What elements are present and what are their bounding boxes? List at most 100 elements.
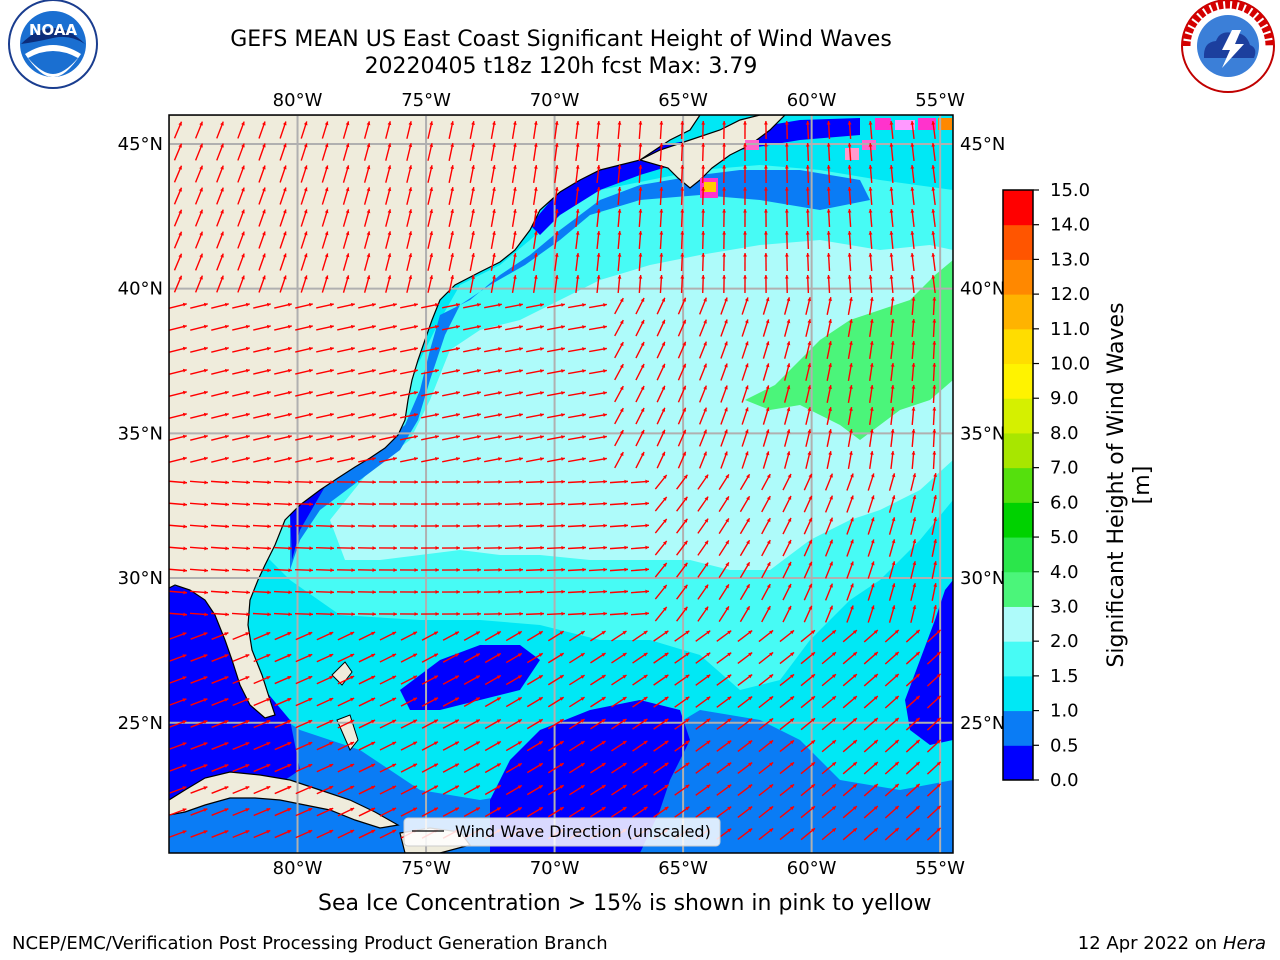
wave-arrow xyxy=(926,695,942,709)
wave-arrow xyxy=(889,164,894,184)
wave-arrow xyxy=(611,630,627,642)
wave-arrow xyxy=(739,517,751,535)
wave-arrow xyxy=(169,720,187,728)
wave-arrow xyxy=(659,274,664,294)
wave-arrow xyxy=(596,252,601,272)
lat-label-left: 30°N xyxy=(118,568,163,589)
wave-arrow xyxy=(385,187,392,205)
wave-arrow xyxy=(406,187,413,205)
wave-arrow xyxy=(463,631,481,641)
wave-arrow xyxy=(274,302,292,309)
credit-line: NCEP/EMC/Verification Post Processing Pr… xyxy=(12,933,608,954)
wave-arrow xyxy=(611,674,627,686)
wave-arrow xyxy=(826,451,832,469)
wave-arrow xyxy=(442,347,460,353)
wave-arrow xyxy=(784,230,789,250)
wave-arrow xyxy=(826,142,831,162)
wave-arrow xyxy=(421,457,439,463)
wave-arrow xyxy=(697,540,709,556)
wave-arrow xyxy=(357,612,377,617)
wave-arrow xyxy=(782,539,792,557)
wave-arrow xyxy=(379,807,397,817)
wave-arrow xyxy=(442,325,460,331)
wave-arrow xyxy=(253,807,271,817)
wave-arrow xyxy=(611,740,627,752)
wave-arrow xyxy=(321,143,329,161)
wave-arrow xyxy=(337,697,355,707)
wave-arrow xyxy=(295,368,313,375)
wave-arrow xyxy=(863,695,879,709)
wave-arrow xyxy=(659,252,664,272)
wave-arrow xyxy=(821,783,837,797)
wave-arrow xyxy=(469,231,475,249)
sea-ice-note: Sea Ice Concentration > 15% is shown in … xyxy=(318,891,932,916)
wave-arrow xyxy=(399,612,419,616)
wave-arrow xyxy=(336,612,356,617)
wave-arrow xyxy=(232,741,250,751)
wave-arrow xyxy=(800,805,816,819)
wave-arrow xyxy=(569,652,585,664)
wave-arrow xyxy=(525,567,545,572)
wave-arrow xyxy=(638,186,643,206)
wave-arrow xyxy=(253,741,271,751)
nws-logo xyxy=(1181,0,1275,93)
wave-arrow xyxy=(421,413,439,419)
colorbar-segment xyxy=(1003,675,1033,712)
wave-arrow xyxy=(695,718,711,730)
wave-arrow xyxy=(258,209,266,227)
wave-arrow xyxy=(910,230,915,250)
wave-arrow xyxy=(737,827,753,841)
wave-arrow xyxy=(547,674,565,686)
wave-arrow xyxy=(596,120,601,140)
wave-arrow xyxy=(406,143,413,161)
wave-arrow xyxy=(846,583,854,601)
wave-arrow xyxy=(546,567,566,572)
wave-arrow xyxy=(821,827,837,841)
wave-arrow xyxy=(462,523,482,528)
wave-arrow xyxy=(611,762,627,774)
wave-arrow xyxy=(863,673,879,687)
wave-arrow xyxy=(847,164,852,184)
wave-arrow xyxy=(779,827,795,841)
wave-arrow xyxy=(406,231,413,249)
wave-arrow xyxy=(379,302,397,309)
wave-arrow xyxy=(722,120,727,140)
wave-arrow xyxy=(905,629,921,643)
wave-arrow xyxy=(448,253,455,271)
wave-arrow xyxy=(546,611,566,616)
wave-arrow xyxy=(890,450,895,470)
wave-arrow xyxy=(315,612,335,617)
wave-arrow xyxy=(441,612,461,616)
wave-arrow xyxy=(379,631,397,641)
wave-arrow xyxy=(931,473,937,491)
wave-arrow xyxy=(758,805,774,819)
wave-arrow xyxy=(846,539,854,557)
wave-arrow xyxy=(926,651,942,665)
wave-arrow xyxy=(210,612,230,617)
wave-arrow xyxy=(718,474,730,490)
wave-arrow xyxy=(337,456,355,463)
wave-arrow xyxy=(737,717,753,731)
wave-arrow xyxy=(590,696,606,708)
wave-arrow xyxy=(279,143,287,161)
wave-arrow xyxy=(931,517,937,535)
wave-arrow xyxy=(379,368,397,375)
lon-label-bottom: 75°W xyxy=(401,858,451,879)
wave-arrow xyxy=(442,741,460,751)
wave-arrow xyxy=(505,413,523,419)
wave-arrow xyxy=(674,652,690,664)
wave-arrow xyxy=(609,523,629,528)
wave-arrow xyxy=(253,653,271,663)
wave-arrow xyxy=(484,435,502,441)
wave-arrow xyxy=(274,653,292,663)
wave-arrow xyxy=(421,675,439,685)
wave-arrow xyxy=(211,346,229,353)
wave-arrow xyxy=(784,274,789,294)
legend-label: Wind Wave Direction (unscaled) xyxy=(455,822,711,841)
wave-arrow xyxy=(805,363,812,381)
wave-zone-3-0 xyxy=(745,260,953,440)
wave-arrow xyxy=(358,653,376,663)
wave-arrow xyxy=(743,252,747,272)
wave-arrow xyxy=(315,480,335,485)
wave-arrow xyxy=(567,611,587,616)
